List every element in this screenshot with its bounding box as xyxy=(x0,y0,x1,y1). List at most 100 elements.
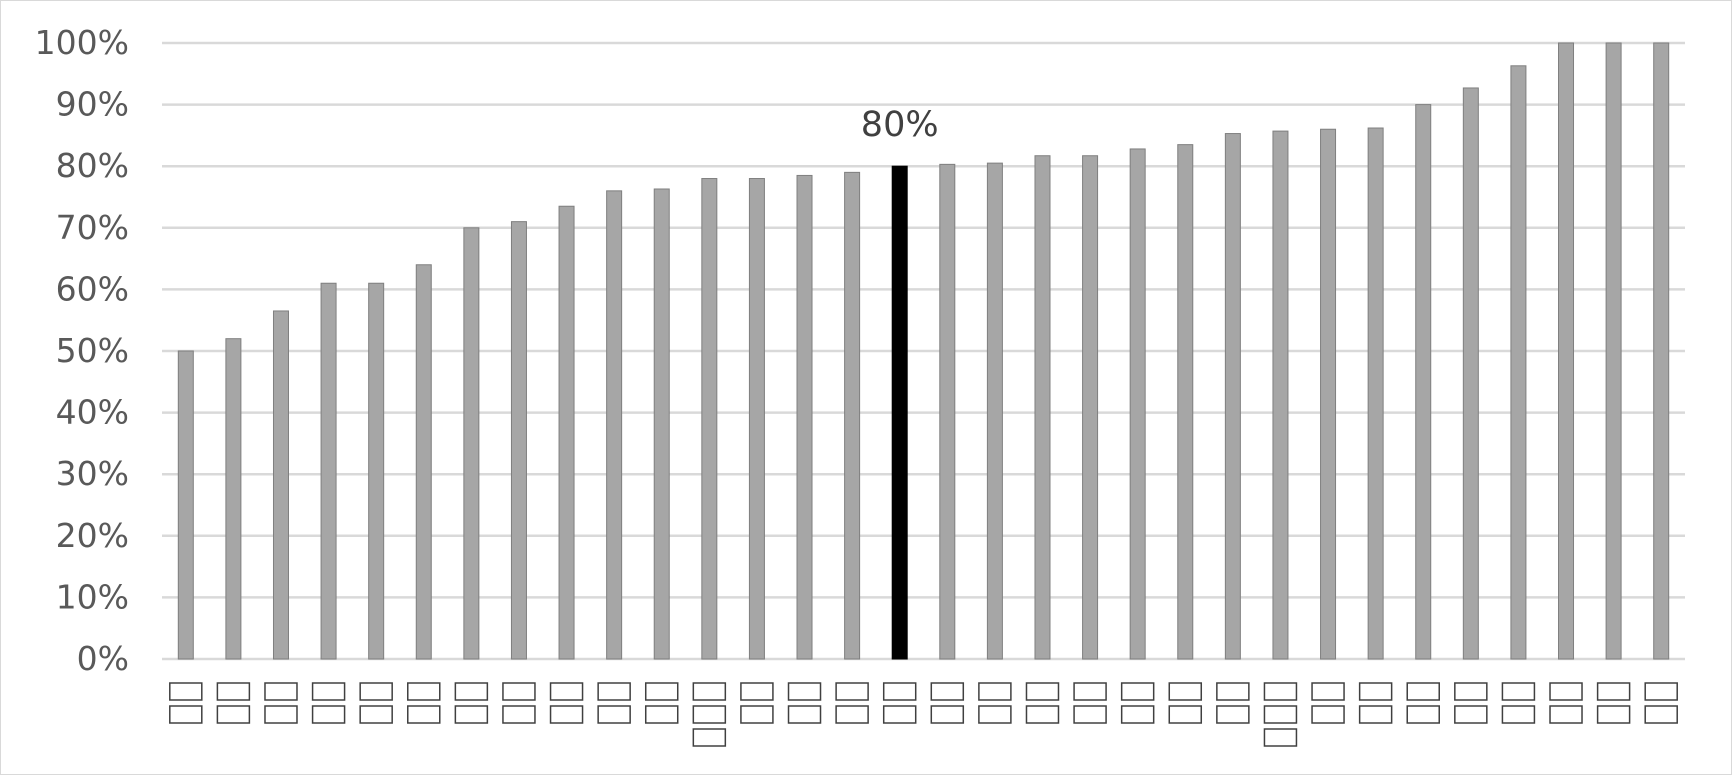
label-glyph-box xyxy=(1120,682,1155,701)
label-glyph-box xyxy=(549,705,584,724)
label-glyph-box xyxy=(978,705,1012,724)
x-tick-label: □□ xyxy=(597,682,631,724)
label-glyph-box xyxy=(502,682,536,701)
x-tick-label: □□ xyxy=(311,682,346,724)
label-glyph-box xyxy=(1644,705,1678,724)
label-glyph-box xyxy=(549,682,584,701)
x-tick-label: □□ xyxy=(644,682,679,724)
label-glyph-box xyxy=(502,705,536,724)
y-tick-label: 80% xyxy=(56,146,129,185)
label-glyph-box xyxy=(407,682,441,701)
bar xyxy=(1272,130,1289,660)
x-tick-label: □□ xyxy=(1596,682,1631,724)
x-tick-label: □□ xyxy=(1358,682,1393,724)
label-glyph-box xyxy=(644,682,679,701)
x-tick-label: □□ xyxy=(502,682,536,724)
label-glyph-box xyxy=(1596,682,1631,701)
label-glyph-box xyxy=(1025,682,1060,701)
x-tick-label: □□ xyxy=(787,682,822,724)
label-glyph-box xyxy=(1406,682,1440,701)
x-tick-label: □□ xyxy=(1073,682,1107,724)
bar xyxy=(1415,104,1432,660)
label-glyph-box xyxy=(835,682,869,701)
bar xyxy=(1462,87,1479,660)
bar xyxy=(558,205,575,660)
bar xyxy=(415,264,432,660)
bar xyxy=(272,310,289,660)
label-glyph-box xyxy=(740,705,774,724)
label-glyph-box xyxy=(1073,682,1107,701)
bar xyxy=(986,162,1003,660)
bar xyxy=(1653,42,1670,660)
label-glyph-box xyxy=(216,682,251,701)
y-tick-label: 10% xyxy=(56,577,129,616)
x-tick-label: □□ xyxy=(882,682,917,724)
label-glyph-box xyxy=(644,705,679,724)
label-glyph-box xyxy=(1216,682,1250,701)
data-label: 80% xyxy=(861,105,939,145)
y-tick-label: 20% xyxy=(56,516,129,555)
label-glyph-box xyxy=(692,705,727,724)
bar xyxy=(796,174,813,660)
label-glyph-box xyxy=(597,705,631,724)
bar xyxy=(1129,148,1146,660)
x-tick-label: □□□ xyxy=(692,682,727,747)
label-glyph-box xyxy=(359,705,393,724)
label-glyph-box xyxy=(1120,705,1155,724)
x-tick-label: □□ xyxy=(1168,682,1203,724)
bar xyxy=(1224,133,1241,660)
x-tick-label: □□□ xyxy=(1263,682,1298,747)
label-glyph-box xyxy=(1501,682,1536,701)
label-glyph-box xyxy=(692,728,727,747)
x-tick-label: □□ xyxy=(454,682,489,724)
x-tick-label: □□ xyxy=(1644,682,1678,724)
label-glyph-box xyxy=(692,682,727,701)
label-glyph-box xyxy=(1311,705,1345,724)
label-glyph-box xyxy=(1501,705,1536,724)
bar xyxy=(1605,42,1622,660)
bar xyxy=(1367,127,1384,660)
label-glyph-box xyxy=(1263,682,1298,701)
y-tick-label: 30% xyxy=(56,454,129,493)
bar xyxy=(463,227,480,660)
label-glyph-box xyxy=(787,705,822,724)
bar xyxy=(748,178,765,660)
x-tick-label: □□ xyxy=(1501,682,1536,724)
label-glyph-box xyxy=(407,705,441,724)
bar xyxy=(1510,65,1527,660)
label-glyph-box xyxy=(454,705,489,724)
bar xyxy=(1082,155,1099,660)
y-tick-label: 0% xyxy=(77,639,129,678)
bar xyxy=(606,190,623,660)
label-glyph-box xyxy=(882,705,917,724)
label-glyph-box xyxy=(978,682,1012,701)
x-tick-label: □□ xyxy=(978,682,1012,724)
label-glyph-box xyxy=(1025,705,1060,724)
label-glyph-box xyxy=(454,682,489,701)
y-tick-label: 90% xyxy=(56,85,129,124)
y-tick-label: 100% xyxy=(35,23,129,62)
x-tick-label: □□ xyxy=(1549,682,1583,724)
label-glyph-box xyxy=(169,705,203,724)
label-glyph-box xyxy=(1073,705,1107,724)
label-glyph-box xyxy=(359,682,393,701)
bar xyxy=(1558,42,1575,660)
label-glyph-box xyxy=(169,682,203,701)
label-glyph-box xyxy=(740,682,774,701)
x-tick-label: □□ xyxy=(740,682,774,724)
x-tick-label: □□ xyxy=(1406,682,1440,724)
bar xyxy=(653,188,670,660)
bar xyxy=(1034,155,1051,660)
label-glyph-box xyxy=(1549,682,1583,701)
label-glyph-box xyxy=(1596,705,1631,724)
y-tick-label: 70% xyxy=(56,208,129,247)
label-glyph-box xyxy=(1454,705,1488,724)
y-tick-label: 50% xyxy=(56,331,129,370)
label-glyph-box xyxy=(1168,682,1203,701)
x-tick-label: □□ xyxy=(216,682,251,724)
bar xyxy=(939,163,956,660)
x-tick-label: □□ xyxy=(930,682,965,724)
label-glyph-box xyxy=(882,682,917,701)
x-tick-label: □□ xyxy=(407,682,441,724)
